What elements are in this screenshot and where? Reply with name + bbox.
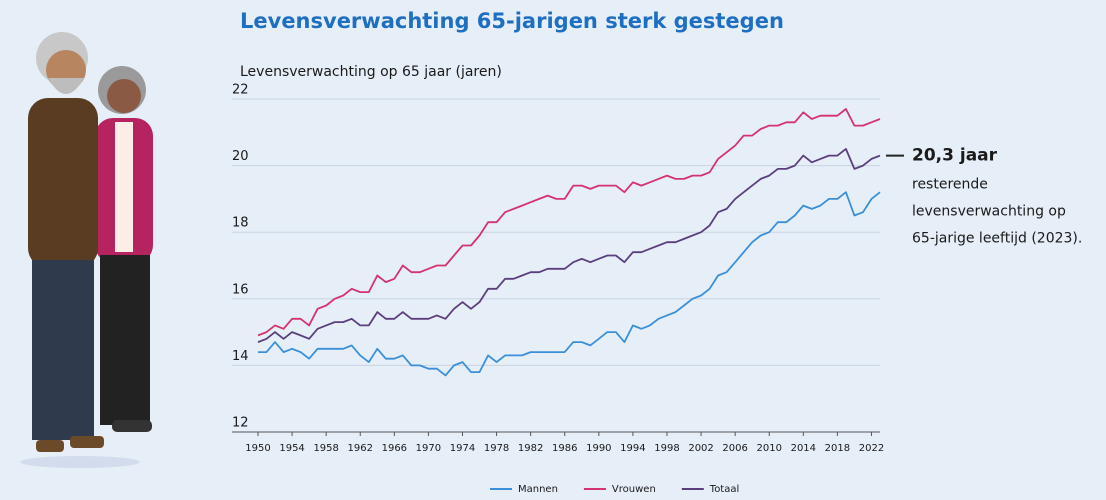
y-tick-label: 14 [232,349,249,364]
annotation-text: levensverwachting op [912,204,1066,220]
x-tick-label: 2002 [688,443,713,454]
series-line [258,149,880,342]
x-tick-label: 1990 [586,443,611,454]
annotation-headline: 20,3 jaar [912,146,998,166]
x-tick-label: 1950 [245,443,270,454]
x-tick-label: 1994 [620,443,645,454]
y-tick-label: 18 [232,216,249,231]
chart-title: Levensverwachting 65-jarigen sterk geste… [240,9,784,33]
x-tick-label: 2010 [757,443,782,454]
x-tick-label: 2014 [791,443,816,454]
legend-label: Totaal [709,484,739,495]
x-tick-label: 1982 [518,443,543,454]
y-tick-label: 16 [232,282,249,297]
legend-label: Mannen [518,484,558,495]
x-tick-label: 1998 [654,443,679,454]
annotation-text: resterende [912,177,988,193]
x-tick-label: 1974 [450,443,475,454]
x-tick-label: 1954 [279,443,304,454]
x-tick-label: 2006 [722,443,747,454]
chart-subtitle: Levensverwachting op 65 jaar (jaren) [240,64,502,80]
annotation-text: 65-jarige leeftijd (2023). [912,231,1082,247]
x-tick-label: 1962 [348,443,373,454]
illustration [20,32,153,468]
y-tick-label: 20 [232,149,249,164]
x-tick-label: 2018 [825,443,850,454]
chart: Levensverwachting 65-jarigen sterk geste… [0,0,1106,496]
x-tick-label: 2022 [859,443,884,454]
x-tick-label: 1978 [484,443,509,454]
x-tick-label: 1986 [552,443,577,454]
series-line [258,192,880,375]
x-tick-label: 1970 [416,443,441,454]
x-tick-label: 1966 [382,443,407,454]
legend-label: Vrouwen [612,484,656,495]
x-tick-label: 1958 [313,443,338,454]
y-tick-label: 22 [232,83,249,98]
y-tick-label: 12 [232,416,249,431]
